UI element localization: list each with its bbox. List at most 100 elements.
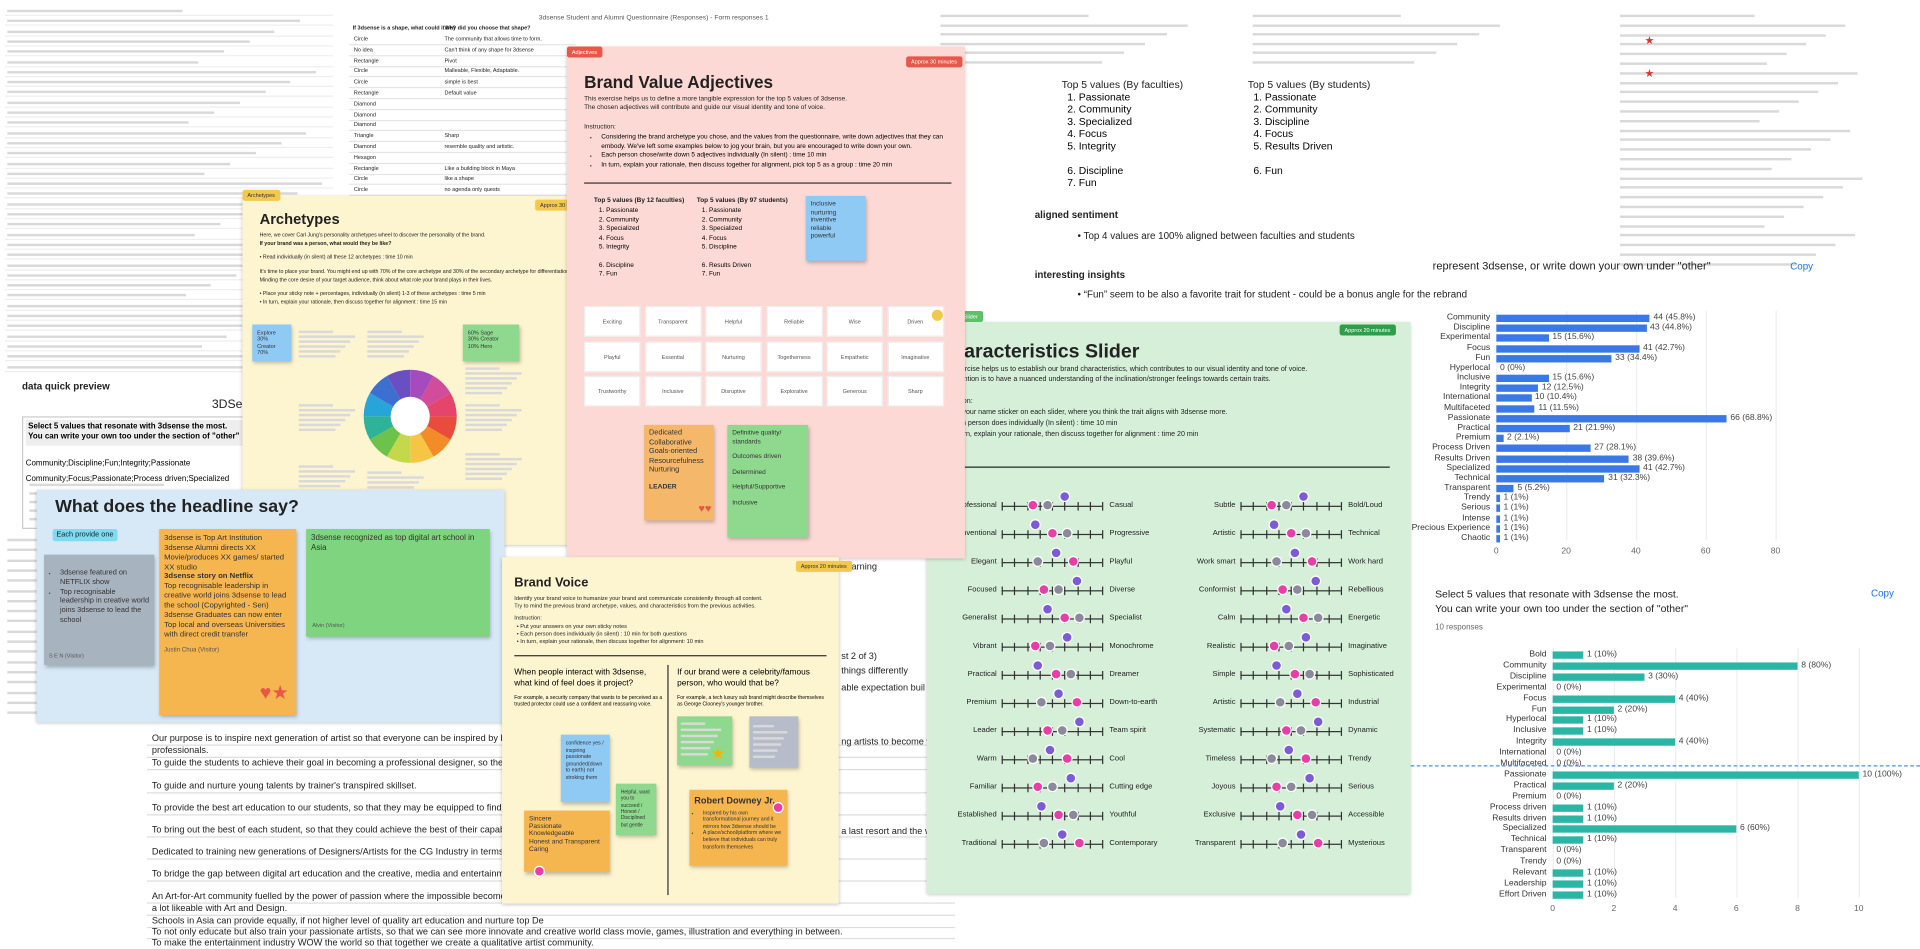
slider-tick <box>1102 530 1104 539</box>
value-label: 0 (0%) <box>1556 846 1582 855</box>
panel-text: • In turn, explain your rationale, then … <box>516 637 704 645</box>
value-label: 0 (0%) <box>1556 759 1582 768</box>
slider-tick <box>1064 586 1066 596</box>
faint-text <box>7 91 266 94</box>
value-label: 8 (80%) <box>1801 661 1832 670</box>
sheet-cell: Triangle <box>353 132 374 139</box>
slider-tick <box>1265 558 1267 567</box>
faint-text <box>465 377 517 380</box>
faint-text <box>7 30 275 33</box>
grid-line <box>1775 311 1777 541</box>
bar <box>1496 474 1605 483</box>
faint-text <box>1620 253 1816 256</box>
slider-tick <box>1039 502 1041 511</box>
faint-text <box>7 131 307 135</box>
name-sticker <box>1312 612 1324 624</box>
word-card: Imaginative <box>887 341 944 372</box>
faint-text <box>7 111 215 114</box>
row-line <box>348 65 576 67</box>
avatar <box>931 309 943 321</box>
faint-text <box>465 467 512 471</box>
list-heading: Top 5 values (By 12 faculties) <box>593 197 685 205</box>
faint-text <box>940 33 1167 36</box>
value-label: 1 (10%) <box>1586 813 1617 823</box>
value-label: 5 (5.2%) <box>1517 483 1550 493</box>
time-badge: Approx 20 minutes <box>795 560 852 572</box>
copy-button[interactable]: Copy <box>1790 260 1814 272</box>
faint-text <box>1620 263 1797 266</box>
student-list: PassionateCommunityDisciplineFocusResult… <box>1248 91 1333 177</box>
panel-text: • Put your name sticker on each slider, … <box>945 408 1228 417</box>
faint-text <box>298 470 356 473</box>
slider-tick <box>1001 530 1003 539</box>
copy-button[interactable]: Copy <box>1871 587 1894 599</box>
x-tick-label: 40 <box>1631 547 1641 556</box>
slider-left-label: Subtle <box>1214 500 1236 510</box>
row-line <box>4 258 334 260</box>
slider-tick <box>1102 558 1104 567</box>
bar <box>1552 803 1584 812</box>
slider-right-label: Down-to-earth <box>1109 697 1158 707</box>
panel-text: Identify your brand voice to humanize yo… <box>514 595 763 602</box>
sticky-line: 3dsense recognized as top digital art sc… <box>311 533 475 553</box>
faint-text <box>298 408 356 412</box>
slider-tick <box>1089 840 1091 849</box>
slider-tick <box>1315 783 1317 793</box>
row-line <box>348 141 576 143</box>
slider-tick <box>1278 727 1280 736</box>
purpose-line: Dedicated to training new generations of… <box>151 846 546 858</box>
summary-heading: Top 5 values (By students) <box>1247 78 1371 91</box>
slider-tick <box>1102 502 1104 511</box>
slider-tick <box>1328 783 1330 793</box>
faint-text <box>367 335 424 338</box>
list-item: Focus <box>1265 127 1333 139</box>
slider-left-label: Traditional <box>961 838 997 848</box>
name-sticker <box>1041 724 1053 736</box>
row-line <box>348 54 576 57</box>
faint-text <box>7 152 256 155</box>
faint-text <box>465 372 522 375</box>
row-line <box>348 130 576 132</box>
slider-right-label: Dynamic <box>1348 726 1378 735</box>
sheet-cell: Rectangle <box>353 164 379 171</box>
doc-top-2 <box>1248 0 1537 72</box>
faint-text <box>7 202 272 206</box>
slider-left-label: Elegant <box>971 557 997 566</box>
slider-tick <box>1252 840 1255 849</box>
slider-tick <box>1240 558 1242 567</box>
name-sticker <box>1312 716 1324 728</box>
row-line <box>146 926 956 929</box>
slider-tick <box>1026 558 1028 567</box>
list-item: Discipline <box>1265 115 1333 127</box>
slider-tick <box>1001 558 1003 567</box>
value-label: 1 (10%) <box>1586 868 1617 877</box>
list-item: Inspired by his own transformational jou… <box>703 809 783 829</box>
sheet-cell: simple is best <box>444 78 478 85</box>
slider-tick <box>1240 699 1242 708</box>
slider-tick <box>1014 811 1016 821</box>
value-label: 0 (0%) <box>1556 682 1582 692</box>
faint-text <box>29 483 165 487</box>
name-sticker <box>1295 828 1307 841</box>
bar <box>1496 444 1591 453</box>
summary-subheading: aligned sentiment <box>1034 209 1118 221</box>
sticky-line: Top recognisable leadership in creative … <box>164 581 287 610</box>
sticky: Helpful, want you to succeed / Honest / … <box>615 783 657 836</box>
faint-text <box>753 737 784 740</box>
row-line <box>4 319 334 321</box>
slider-left-label: Premium <box>966 697 997 707</box>
category-label: Process Driven <box>1432 443 1491 453</box>
slider-tick <box>1252 502 1255 511</box>
word-card: Togetherness <box>765 341 823 372</box>
value-label: 41 (42.7%) <box>1643 463 1686 473</box>
list-item: Fun <box>1079 176 1132 188</box>
slider-tick <box>1340 783 1343 793</box>
faint-text <box>298 350 341 353</box>
word-card: Inclusive <box>644 375 702 407</box>
value-label: 21 (21.9%) <box>1573 423 1616 433</box>
bar <box>1552 716 1584 725</box>
bar <box>1552 727 1584 736</box>
name-sticker <box>1026 499 1038 511</box>
faint-text <box>7 9 183 13</box>
slider-tick <box>1076 530 1079 539</box>
